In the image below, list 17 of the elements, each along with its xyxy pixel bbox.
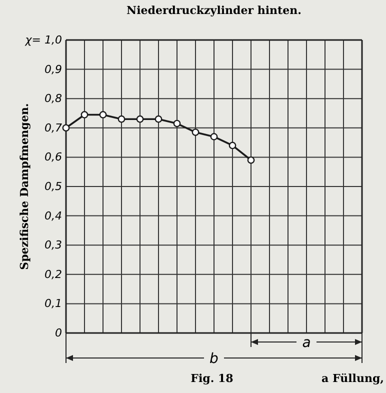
y-tick-label: 0,6 xyxy=(44,150,62,164)
y-tick-label: 0,2 xyxy=(44,268,62,281)
y-axis-title: Spezifische Dampfmengen. xyxy=(18,103,31,270)
y-tick-label: χ= 1,0 xyxy=(24,34,62,47)
y-tick-label: 0,5 xyxy=(44,180,62,194)
text: b xyxy=(210,351,219,367)
text: a Füllung, xyxy=(322,372,384,385)
y-tick-label: 0,8 xyxy=(44,92,62,106)
y-tick-label: 0,3 xyxy=(44,238,62,252)
y-tick-label: 0 xyxy=(55,326,62,340)
y-tick-label: 0,7 xyxy=(44,121,62,134)
caption: Fig. 18 xyxy=(190,372,234,385)
chart-title: Niederdruckzylinder hinten. xyxy=(126,4,302,17)
y-tick-label: 0,9 xyxy=(44,62,62,76)
y-tick-label: 0,1 xyxy=(44,297,62,310)
y-tick-label: 0,4 xyxy=(44,209,62,222)
text: a xyxy=(302,335,311,351)
